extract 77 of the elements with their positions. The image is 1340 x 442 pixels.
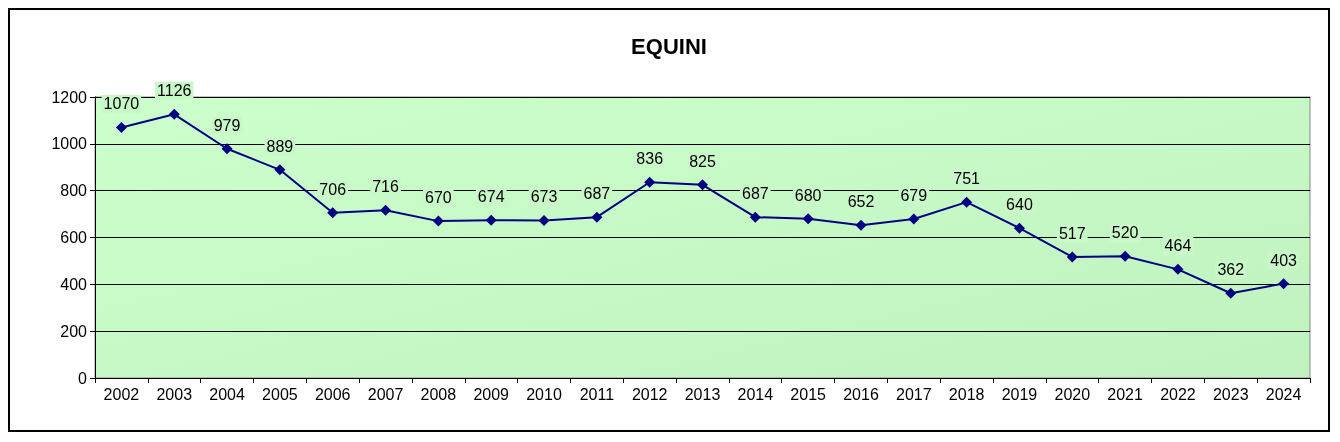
data-label: 716	[372, 178, 399, 196]
x-tick-label: 2009	[473, 385, 510, 403]
data-label: 674	[477, 188, 505, 206]
point	[1066, 251, 1078, 263]
point	[644, 176, 656, 188]
data-label: 706	[319, 180, 347, 198]
x-tick-label: 2016	[843, 385, 879, 403]
point	[327, 207, 339, 219]
point	[908, 213, 920, 225]
x-tick-label: 2002	[103, 385, 140, 403]
data-label: 751	[953, 170, 981, 188]
data-label: 687	[741, 185, 769, 203]
point	[432, 215, 444, 227]
data-label: 670	[425, 189, 452, 207]
data-label: 979	[213, 116, 241, 134]
data-label: 1070	[103, 95, 140, 113]
x-tick-label: 2010	[526, 385, 562, 403]
x-tick-label: 2019	[1001, 385, 1038, 403]
point	[802, 213, 814, 225]
data-label: 403	[1270, 251, 1298, 269]
point	[1013, 222, 1025, 234]
y-tick-label: 0	[78, 369, 88, 387]
point	[697, 179, 708, 191]
point	[855, 219, 867, 231]
x-tick-label: 2004	[209, 385, 245, 403]
x-tick-label: 2017	[896, 385, 932, 403]
x-tick-label: 2024	[1265, 385, 1302, 403]
point	[591, 211, 603, 223]
x-tick-label: 2018	[948, 385, 985, 403]
data-label: 687	[583, 185, 611, 203]
x-tick-label: 2021	[1107, 385, 1144, 403]
point	[1225, 287, 1237, 299]
point	[1278, 278, 1290, 290]
data-label: 889	[266, 137, 294, 155]
x-tick-label: 2006	[314, 385, 351, 403]
data-label: 362	[1217, 261, 1245, 279]
data-label: 680	[794, 186, 822, 204]
data-label: 520	[1111, 224, 1139, 242]
x-tick-label: 2020	[1054, 385, 1091, 403]
x-tick-label: 2022	[1160, 385, 1196, 403]
point	[749, 211, 761, 223]
x-tick-label: 2014	[737, 385, 774, 403]
y-tick-label: 1000	[51, 135, 88, 153]
data-label: 464	[1164, 237, 1192, 255]
x-tick-label: 2013	[684, 385, 721, 403]
point	[115, 121, 127, 133]
point	[380, 204, 392, 216]
point	[168, 108, 180, 120]
x-tick-label: 2023	[1212, 385, 1249, 403]
data-label: 673	[530, 188, 558, 206]
data-label: 1126	[157, 82, 192, 100]
data-label: 836	[636, 150, 664, 168]
point	[485, 214, 497, 226]
data-label: 652	[847, 193, 875, 211]
point	[274, 164, 286, 176]
data-label: 640	[1006, 196, 1033, 214]
y-tick-label: 600	[60, 229, 88, 246]
x-tick-label: 2003	[156, 385, 193, 403]
y-tick-label: 400	[60, 275, 88, 293]
x-tick-label: 2005	[262, 385, 298, 403]
y-tick-label: 800	[60, 182, 88, 200]
chart-title: EQUINI	[631, 33, 707, 59]
data-label: 825	[689, 152, 716, 170]
y-tick-label: 200	[60, 322, 88, 340]
x-tick-label: 2011	[579, 385, 615, 403]
point	[1172, 263, 1184, 275]
x-tick-label: 2015	[790, 385, 827, 403]
x-tick-label: 2007	[367, 385, 404, 403]
data-label: 517	[1058, 224, 1086, 242]
point	[1119, 250, 1131, 262]
point	[221, 143, 233, 155]
x-tick-label: 2008	[420, 385, 457, 403]
point	[961, 196, 973, 208]
point	[538, 214, 550, 226]
y-tick-label: 1200	[51, 88, 88, 106]
data-label: 679	[900, 187, 928, 204]
x-tick-label: 2012	[631, 385, 668, 403]
